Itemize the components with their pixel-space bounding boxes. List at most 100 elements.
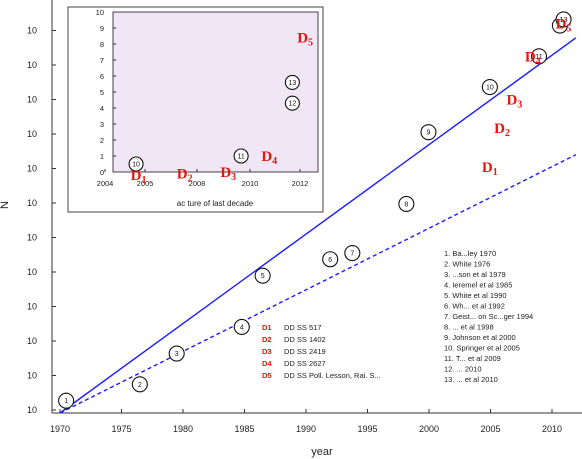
inset-points: 10 11 12 13 [128,74,300,172]
inset-y-tick-label: 10 [96,8,104,17]
main-x-tick-label: 2010 [542,424,562,434]
data-point [420,124,437,141]
legend-marker: D4 [262,359,272,368]
main-y-tick-label: 10 [27,233,37,243]
dashed-fit-line [59,154,577,414]
data-point-label: 8 [404,201,408,208]
legend-entry: 2. White 1976 [444,260,490,269]
solid-fit-line [59,37,577,414]
data-point [233,318,250,335]
legend-entry: 7. Geist... on Sc...ger 1994 [444,312,533,321]
data-point [322,251,339,268]
inset-x-axis-label: ac ture of last decade [177,199,254,208]
main-d-label: D3 [506,92,522,110]
inset-data-point-label: 10 [132,162,140,169]
legend-entry: DD SS 2627 [284,359,326,368]
legend-entry: 11. T... et al 2009 [444,354,501,363]
inset-x-tick-label: 2010 [242,179,259,188]
legend-marker: D1 [262,323,272,332]
main-y-tick-label: 10 [27,371,37,381]
data-point-label: 3 [175,351,179,358]
data-point-label: 5 [261,273,265,280]
inset-x-tick-label: 2004 [97,179,114,188]
main-x-tick-label: 2000 [419,424,439,434]
main-x-tick-label: 2005 [480,424,500,434]
data-point [168,345,185,362]
data-point [530,48,548,65]
inset-y-ticks: 0 1 2 3 4 5 6 7 8 9 10 [96,8,116,177]
legend-entry: DD SS 517 [284,323,322,332]
legend-entry: 9. Johnson et al 2000 [444,333,516,342]
inset-x-ticks: 2004 2005 2008 2010 2012 [97,169,309,188]
inset-y-tick-label: 5 [100,88,104,97]
main-y-tick-label: 10 [27,95,37,105]
data-point [58,392,75,409]
inset-y-tick-label: 2 [100,136,104,145]
main-x-tick-label: 1975 [111,424,131,434]
data-point-label: 13 [560,17,568,24]
inset-data-point-label: 13 [288,80,296,87]
main-y-tick-label: 10 [27,405,37,415]
main-x-ticks: 1970 1975 1980 1985 1990 1995 2000 2005 2010 [50,409,562,434]
legend-marker: D3 [262,347,272,356]
data-point [481,79,498,96]
legend-entry: 13. ... et al 2010 [444,375,498,384]
main-y-ticks: 10 10 10 10 10 10 10 10 10 10 10 10 [27,26,56,415]
main-d-label: D5 [556,17,572,35]
legend-entry: 4. Ieremel et al 1985 [444,281,512,290]
fit-lines [59,37,577,414]
inset-y-tick-label: 6 [100,72,104,81]
main-d-label: D4 [525,49,541,67]
legend-entry: DD SS 1402 [284,335,326,344]
main-x-tick-label: 1985 [234,424,254,434]
legend-entry: DD SS 2419 [284,347,326,356]
legend-entry: 10. Springer et al 2005 [444,344,520,353]
data-point-label: 11 [535,54,542,61]
legend-marker: D2 [262,335,272,344]
legend-d-series: D1 DD SS 517 D2 DD SS 1402 D3 DD SS 2419 D4 DD … [262,323,381,380]
main-y-tick-label: 10 [27,302,37,312]
data-point-label: 6 [328,257,332,264]
data-point-label: 9 [427,130,431,137]
inset-x-tick-label: 2012 [292,179,309,188]
main-y-tick-label: 10 [27,336,37,346]
inset-d-label: D2 [177,167,193,185]
y-axis-label: N [0,201,11,209]
main-x-tick-label: 1970 [50,424,70,434]
data-point-label: 2 [138,382,142,389]
inset-d-labels: D1 D2 D3 D4 D5 [131,31,313,187]
inset-y-tick-label: 7 [100,56,104,65]
main-y-tick-label: 10 [27,164,37,174]
main-d-labels: D1 D2 D3 D4 D5 [482,17,572,179]
data-point-label: 7 [350,251,354,258]
legend-entry: 3. ...son et al 1979 [444,270,506,279]
inset-d-label: D5 [297,31,313,49]
inset-data-point-label: 11 [237,154,244,161]
legend-entry: 8. ... et al 1998 [444,323,494,332]
inset-data-point [233,148,249,164]
data-point [555,11,572,28]
inset-y-tick-label: 0 [100,168,104,177]
legend-entry: 5. White et al 1990 [444,291,507,300]
legend-marker: D5 [262,371,272,380]
data-point-label: 10 [486,85,494,92]
data-point [254,267,271,284]
inset-y-tick-label: 1 [100,152,104,161]
inset-y-tick-label: 9 [100,24,104,33]
main-x-tick-label: 1995 [357,424,377,434]
main-x-tick-label: 1990 [296,424,316,434]
main-d-label: D2 [494,121,510,139]
inset-data-point [284,95,300,111]
inset-y-tick-label: 8 [100,40,104,49]
inset-x-tick-label: 2005 [137,179,154,188]
data-point [131,376,148,393]
legend-entry: 12. ... 2010 [444,365,482,374]
inset-d-label: D4 [261,149,277,167]
inset-data-point-label: 12 [288,101,296,108]
inset-y-tick-label: 4 [100,104,104,113]
inset-data-point [128,156,144,172]
main-y-tick-label: 10 [27,60,37,70]
main-y-tick-label: 10 [27,26,37,36]
